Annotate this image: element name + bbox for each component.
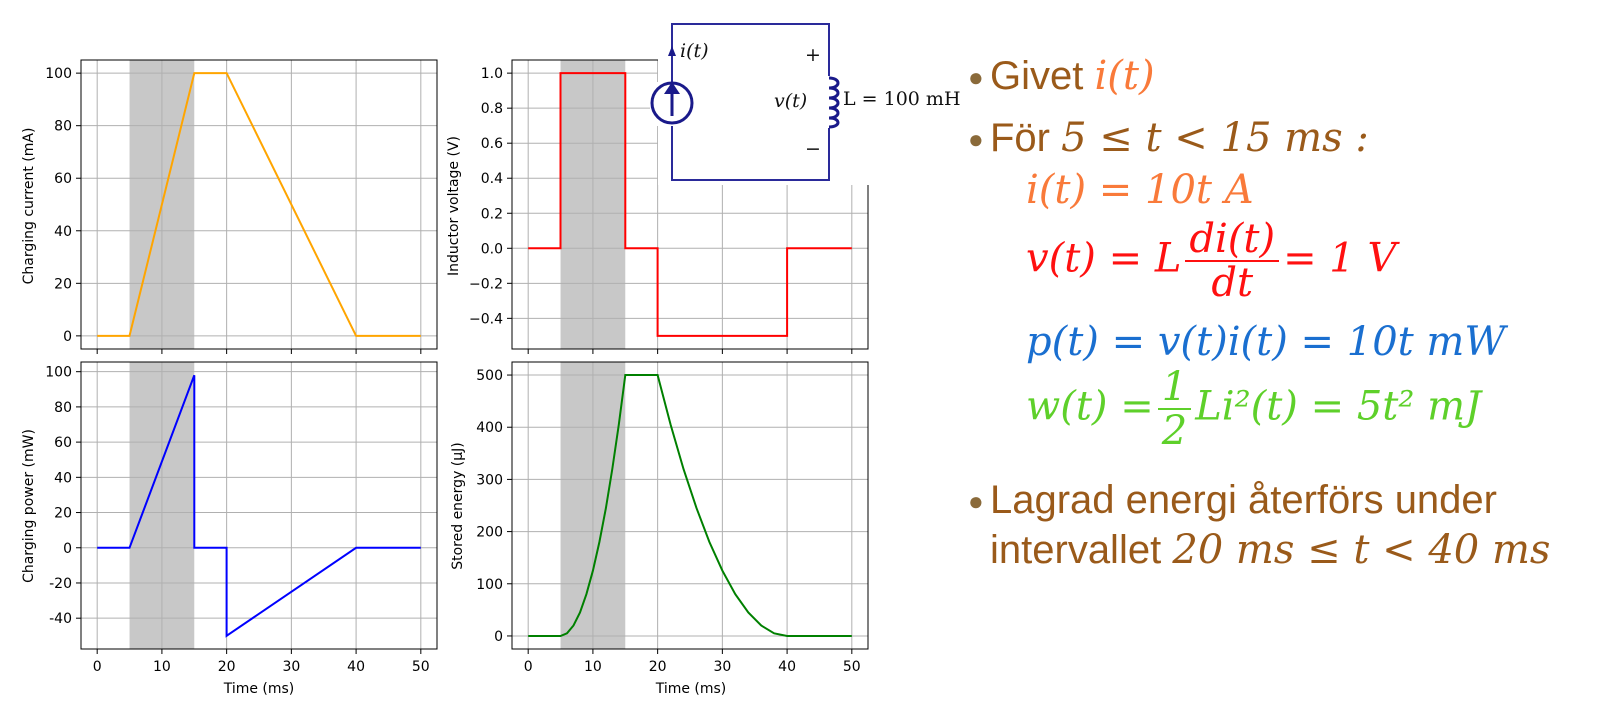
y-tick-label: 80 — [54, 400, 72, 416]
fraction-denominator: dt — [1211, 260, 1254, 306]
source-arrowhead-icon — [664, 82, 680, 94]
y-tick-label: 100 — [476, 577, 503, 593]
x-tick-label: 20 — [649, 659, 667, 675]
fraction-numerator: 1 — [1157, 366, 1192, 410]
y-tick-label: 500 — [476, 368, 503, 384]
equation-energy: w(t) = 1 2 Li²(t) = 5t² mJ — [1026, 366, 1481, 452]
y-tick-label: 0 — [63, 541, 72, 557]
plot-area: 0 10 20 30 40 50 -40 -20 0 20 40 60 80 100 — [45, 361, 438, 675]
x-tick-label: 50 — [843, 659, 861, 675]
series-line — [97, 72, 421, 337]
y-tick-label: 300 — [476, 472, 503, 488]
x-tick-label: 50 — [412, 659, 430, 675]
x-tick-label: 40 — [347, 659, 365, 675]
x-tick-label: 30 — [713, 659, 731, 675]
axes-frame — [80, 361, 438, 650]
y-tick-label: 0.2 — [481, 206, 503, 222]
plot-area: 0 20 40 60 80 100 — [45, 59, 438, 354]
y-tick-label: 0.4 — [481, 171, 503, 187]
equation-voltage-rhs: = 1 V — [1283, 235, 1397, 282]
y-axis-label: Stored energy (µJ) — [450, 442, 466, 570]
x-tick-label: 0 — [93, 659, 102, 675]
y-tick-label: 100 — [45, 365, 72, 381]
y-tick-label: 20 — [54, 276, 72, 292]
bullet-interval: ● För 5 ≤ t < 15 ms : — [968, 114, 1369, 162]
y-tick-label: -20 — [49, 576, 72, 592]
bullet-dot-icon: ● — [968, 486, 984, 516]
bullet-stored-energy: ● Lagrad energi återförs under — [968, 476, 1497, 524]
y-tick-label: 0.6 — [481, 136, 503, 152]
y-tick-label: 20 — [54, 506, 72, 522]
y-tick-label: 40 — [54, 470, 72, 486]
y-tick-label: −0.2 — [469, 276, 503, 292]
x-tick-label: 0 — [524, 659, 533, 675]
x-tick-label: 10 — [153, 659, 171, 675]
x-axis-label: Time (ms) — [655, 681, 727, 697]
equation-voltage-lhs: v(t) = L — [1026, 235, 1182, 282]
equation-energy-lhs: w(t) = — [1026, 383, 1154, 430]
equation-power: p(t) = v(t)i(t) = 10t mW — [1026, 319, 1506, 365]
y-tick-label: -40 — [49, 611, 72, 627]
inductor-value-label: L = 100 mH — [843, 88, 960, 110]
interval-condition: 5 ≤ t < 15 ms : — [1061, 115, 1369, 161]
x-tick-label: 30 — [282, 659, 300, 675]
y-tick-label: 0.8 — [481, 101, 503, 117]
x-tick-label: 20 — [218, 659, 236, 675]
equation-energy-rhs: Li²(t) = 5t² mJ — [1195, 383, 1482, 430]
y-tick-label: 60 — [54, 171, 72, 187]
y-tick-label: 80 — [54, 119, 72, 135]
panel-charging-power: 0 10 20 30 40 50 -40 -20 0 20 40 60 80 100 Charging p… — [21, 361, 438, 697]
fraction-numerator: di(t) — [1185, 218, 1280, 262]
current-label: i(t) — [680, 40, 709, 62]
x-axis-label: Time (ms) — [223, 681, 295, 697]
given-variable: i(t) — [1094, 53, 1155, 99]
y-tick-label: 0 — [494, 629, 503, 645]
derivative-fraction: di(t) dt — [1185, 218, 1280, 306]
given-prefix: Givet — [990, 54, 1095, 98]
bullet-stored-energy-line2: intervallet 20 ms ≤ t < 40 ms — [990, 526, 1550, 574]
y-tick-label: 400 — [476, 420, 503, 436]
y-tick-label: 60 — [54, 435, 72, 451]
panel-inductor-voltage: −0.4 −0.2 0.0 0.2 0.4 0.6 0.8 1.0 Inductor volt… — [446, 59, 869, 354]
fraction-denominator: 2 — [1161, 408, 1188, 454]
panel-charging-current: 0 20 40 60 80 100 Charging current (mA) — [21, 59, 438, 354]
x-tick-label: 10 — [584, 659, 602, 675]
y-tick-label: 100 — [45, 66, 72, 82]
current-direction-arrow-icon — [668, 46, 676, 56]
equation-current: i(t) = 10t A — [1026, 167, 1254, 213]
y-axis-label: Charging power (mW) — [21, 429, 37, 583]
bullet-given: ● Givet i(t) — [968, 52, 1155, 100]
plus-sign: + — [805, 44, 821, 66]
stored-line-1: Lagrad energi återförs under — [990, 478, 1497, 522]
stored-line-2-interval: 20 ms ≤ t < 40 ms — [1172, 527, 1551, 573]
minus-sign: − — [805, 138, 821, 160]
axes-frame — [80, 59, 438, 350]
bullet-dot-icon: ● — [968, 62, 984, 92]
stored-line-2-text: intervallet — [990, 528, 1173, 572]
voltage-label: v(t) — [774, 90, 807, 112]
axes-frame — [511, 361, 869, 650]
y-tick-label: 0 — [63, 329, 72, 345]
y-tick-label: 40 — [54, 224, 72, 240]
inductor-icon — [828, 76, 840, 129]
plot-area: −0.4 −0.2 0.0 0.2 0.4 0.6 0.8 1.0 — [469, 59, 869, 354]
y-tick-label: 200 — [476, 525, 503, 541]
x-tick-label: 40 — [778, 659, 796, 675]
y-tick-label: −0.4 — [469, 311, 503, 327]
y-tick-label: 0.0 — [481, 241, 503, 257]
series-line — [528, 72, 852, 337]
series-line — [97, 374, 421, 638]
circuit-diagram: i(t) + − v(t) L = 100 mH — [650, 20, 960, 185]
interval-prefix: För — [990, 116, 1062, 160]
y-axis-label: Inductor voltage (V) — [446, 136, 462, 276]
y-tick-label: 1.0 — [481, 66, 503, 82]
y-axis-label: Charging current (mA) — [21, 128, 37, 285]
series-line — [528, 374, 852, 637]
bullet-dot-icon: ● — [968, 124, 984, 154]
